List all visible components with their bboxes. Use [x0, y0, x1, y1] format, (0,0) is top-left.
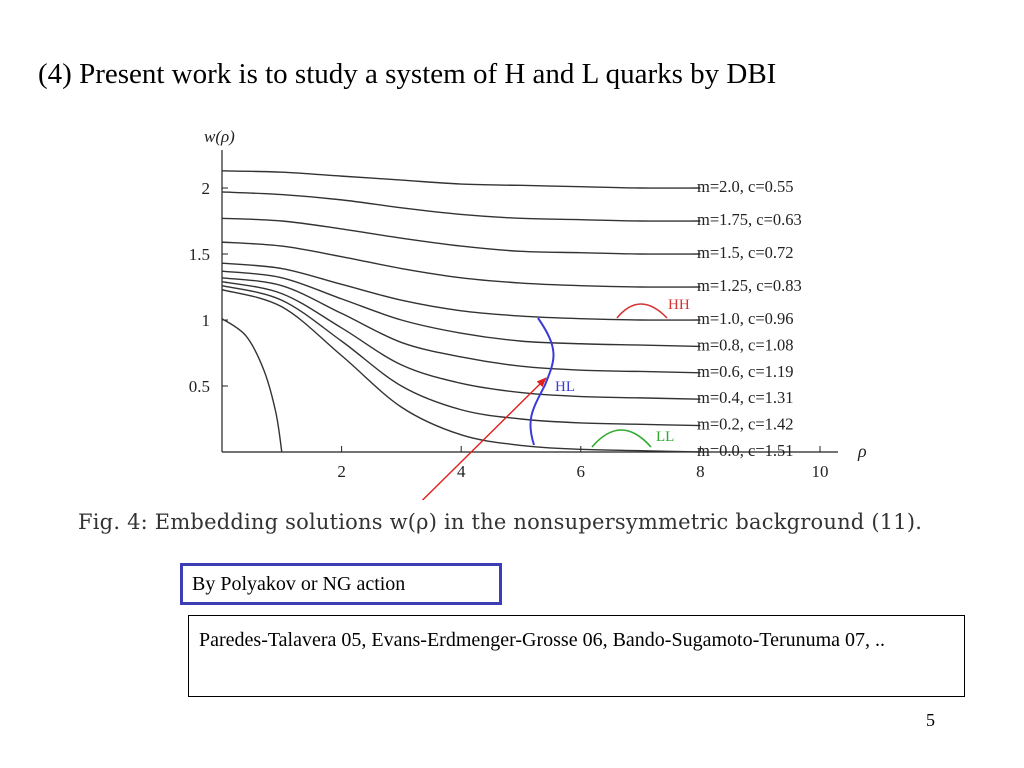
series-label-9: m=0.0, c=1.51 [697, 441, 794, 460]
y-tick-label-1.5: 1.5 [189, 245, 210, 264]
hh-label: HH [668, 297, 690, 313]
series-line-0 [221, 170, 701, 189]
series-label-4: m=1.0, c=0.96 [697, 309, 794, 328]
figure-caption: Fig. 4: Embedding solutions w(ρ) in the … [78, 510, 923, 534]
double-arrow [359, 377, 547, 500]
x-tick-label-8: 8 [696, 462, 705, 481]
series-label-2: m=1.5, c=0.72 [697, 243, 794, 262]
series-label-3: m=1.25, c=0.83 [697, 276, 802, 295]
ll-label: LL [656, 429, 674, 445]
series-label-1: m=1.75, c=0.63 [697, 210, 802, 229]
references-box: Paredes-Talavera 05, Evans-Erdmenger-Gro… [188, 615, 965, 697]
y-tick-label-2: 2 [202, 179, 211, 198]
series-line-6 [221, 277, 701, 374]
x-axis-label: ρ [857, 441, 867, 461]
series-line-7 [221, 281, 701, 400]
y-tick-label-1: 1 [202, 311, 211, 330]
series-line-10 [221, 318, 283, 453]
x-tick-label-6: 6 [577, 462, 586, 481]
polyakov-box: By Polyakov or NG action [180, 563, 502, 605]
series-line-1 [221, 191, 701, 222]
series-label-5: m=0.8, c=1.08 [697, 335, 794, 354]
hh-arc [616, 303, 668, 319]
y-axis-label: w(ρ) [204, 127, 235, 146]
y-tick-label-0.5: 0.5 [189, 377, 210, 396]
series-label-6: m=0.6, c=1.19 [697, 362, 794, 381]
series-line-5 [221, 270, 701, 348]
page-number: 5 [926, 710, 935, 730]
ll-arc [591, 429, 652, 448]
embedding-chart: 2 4 6 8 100.511.52w(ρ)ρ m=2.0, c=0.55m=1.75,… [189, 127, 867, 500]
x-tick-label-2: 2 [337, 462, 346, 481]
x-tick-label-10: 10 [812, 462, 829, 481]
hl-label: HL [555, 379, 575, 395]
series-label-8: m=0.2, c=1.42 [697, 415, 794, 434]
series-line-2 [221, 217, 701, 255]
series-label-7: m=0.4, c=1.31 [697, 388, 794, 407]
series-label-0: m=2.0, c=0.55 [697, 177, 794, 196]
series-line-3 [221, 241, 701, 288]
slide-title: (4) Present work is to study a system of… [38, 58, 777, 90]
series-line-4 [221, 262, 701, 321]
